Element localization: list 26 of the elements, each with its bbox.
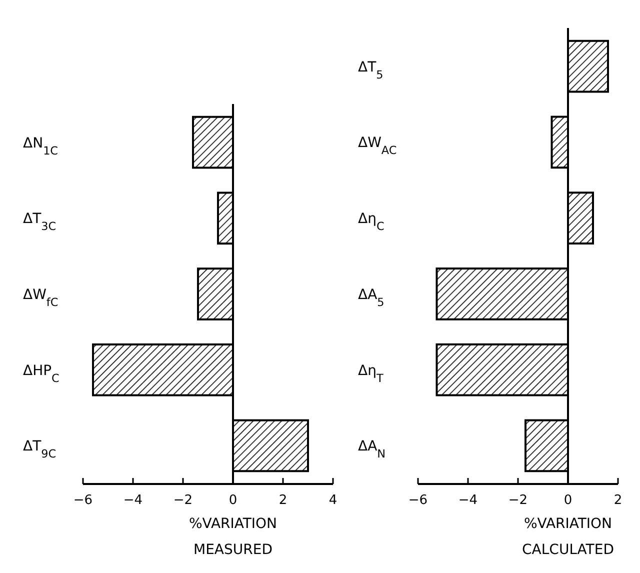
y-tick-label: ΔT$_{9C}$	[23, 438, 56, 460]
x-tick-label: 2	[278, 493, 288, 508]
y-tick-label: ΔW$_{AC}$	[358, 135, 397, 157]
y-tick-label: ΔN$_{1C}$	[23, 135, 58, 157]
x-tick-label: 2	[614, 493, 622, 508]
x-axis-title: %VARIATION	[524, 516, 612, 532]
x-tick-label: −2	[508, 493, 528, 508]
y-tick-label: ΔT$_{3C}$	[23, 211, 56, 233]
y-tick-label: ΔW$_{fC}$	[23, 287, 58, 308]
text: CALCULATED	[522, 542, 614, 558]
x-tick-label: −2	[173, 493, 193, 508]
x-tick-label: −6	[73, 493, 93, 508]
y-tick-label: ΔA$_{N}$	[358, 438, 386, 460]
y-tick-label: Δη$_{C}$	[358, 211, 384, 233]
x-tick-label: 0	[564, 493, 572, 508]
y-tick-label: Δη$_{T}$	[358, 362, 384, 384]
x-tick-label: −6	[408, 493, 428, 508]
x-axis-title: %VARIATION	[188, 516, 278, 532]
text: MEASURED	[194, 542, 272, 558]
x-tick-label: 0	[228, 493, 238, 508]
y-tick-label: ΔA$_{5}$	[358, 286, 384, 308]
x-tick-label: −4	[123, 493, 143, 508]
y-tick-label: ΔHP$_{C}$	[23, 362, 60, 384]
x-tick-label: −4	[458, 493, 478, 508]
y-tick-label: ΔT$_{5}$	[358, 59, 384, 81]
x-tick-label: 4	[328, 493, 338, 508]
